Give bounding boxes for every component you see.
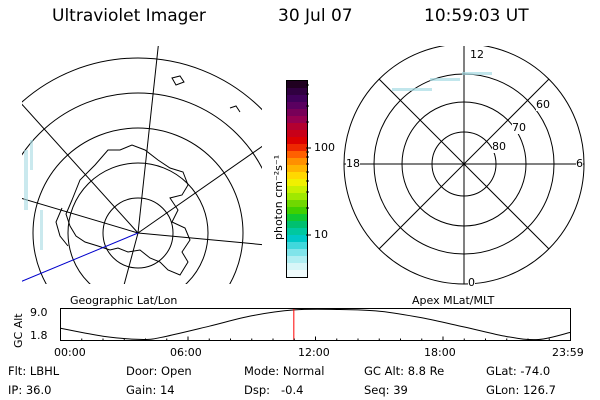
date-label: 30 Jul 07 [278,6,353,26]
colorbar-band [287,116,307,123]
colorbar-ticks [306,84,311,236]
x-tick-1800: 18:00 [424,346,456,359]
colorbar-band [287,172,307,179]
altitude-plot [60,308,571,341]
colorbar-band [287,109,307,116]
status-door: Door: Open [126,364,192,378]
colorbar-band [287,186,307,193]
colorbar [286,80,308,278]
altitude-ylabel: GC Alt [12,313,25,348]
colorbar-band [287,88,307,95]
altitude-ymax: 9.0 [30,306,48,319]
status-glon: GLon: 126.7 [486,383,556,397]
x-tick-0600: 06:00 [170,346,202,359]
x-tick-2359: 23:59 [552,346,584,359]
colorbar-band [287,242,307,249]
colorbar-band [287,130,307,137]
colorbar-band [287,158,307,165]
time-label: 10:59:03 UT [424,6,529,26]
colorbar-band [287,207,307,214]
x-tick-0000: 00:00 [54,346,86,359]
status-gain: Gain: 14 [126,383,175,397]
colorbar-band [287,95,307,102]
status-gc-alt: GC Alt: 8.8 Re [364,364,445,378]
colorbar-band [287,200,307,207]
colorbar-band [287,179,307,186]
status-filter: Flt: LBHL [8,364,60,378]
colorbar-band [287,221,307,228]
colorbar-band [287,123,307,130]
polar-label-80: 80 [492,140,506,153]
altitude-ymin: 1.8 [30,329,48,342]
status-dsp: Dsp: -0.4 [244,383,304,397]
x-tick-1200: 12:00 [298,346,330,359]
colorbar-band [287,81,307,88]
colorbar-band [287,102,307,109]
polar-label-60: 60 [536,98,550,111]
colorbar-band [287,214,307,221]
apex-polar-plot [343,46,585,285]
colorbar-tick-10: 10 [314,228,328,241]
colorbar-tick-100: 100 [314,141,335,154]
apex-label: Apex MLat/MLT [412,294,495,307]
polar-label-6: 6 [576,157,583,170]
geographic-label: Geographic Lat/Lon [70,294,178,307]
colorbar-unit-label: photon cm⁻²s⁻¹ [272,154,285,240]
colorbar-band [287,235,307,242]
status-glat: GLat: -74.0 [486,364,551,378]
colorbar-band [287,263,307,270]
geographic-map [22,46,262,284]
status-ip: IP: 36.0 [8,383,52,397]
colorbar-band [287,144,307,151]
colorbar-band [287,151,307,158]
instrument-title: Ultraviolet Imager [52,6,206,26]
colorbar-band [287,165,307,172]
polar-label-0: 0 [468,276,475,289]
polar-label-70: 70 [512,121,526,134]
colorbar-band [287,256,307,263]
colorbar-band [287,228,307,235]
polar-label-12: 12 [470,48,484,61]
colorbar-band [287,249,307,256]
status-seq: Seq: 39 [364,383,408,397]
colorbar-band [287,270,307,277]
colorbar-band [287,193,307,200]
colorbar-band [287,137,307,144]
altitude-series-line [60,308,571,341]
status-mode: Mode: Normal [244,364,325,378]
polar-label-18: 18 [346,157,360,170]
